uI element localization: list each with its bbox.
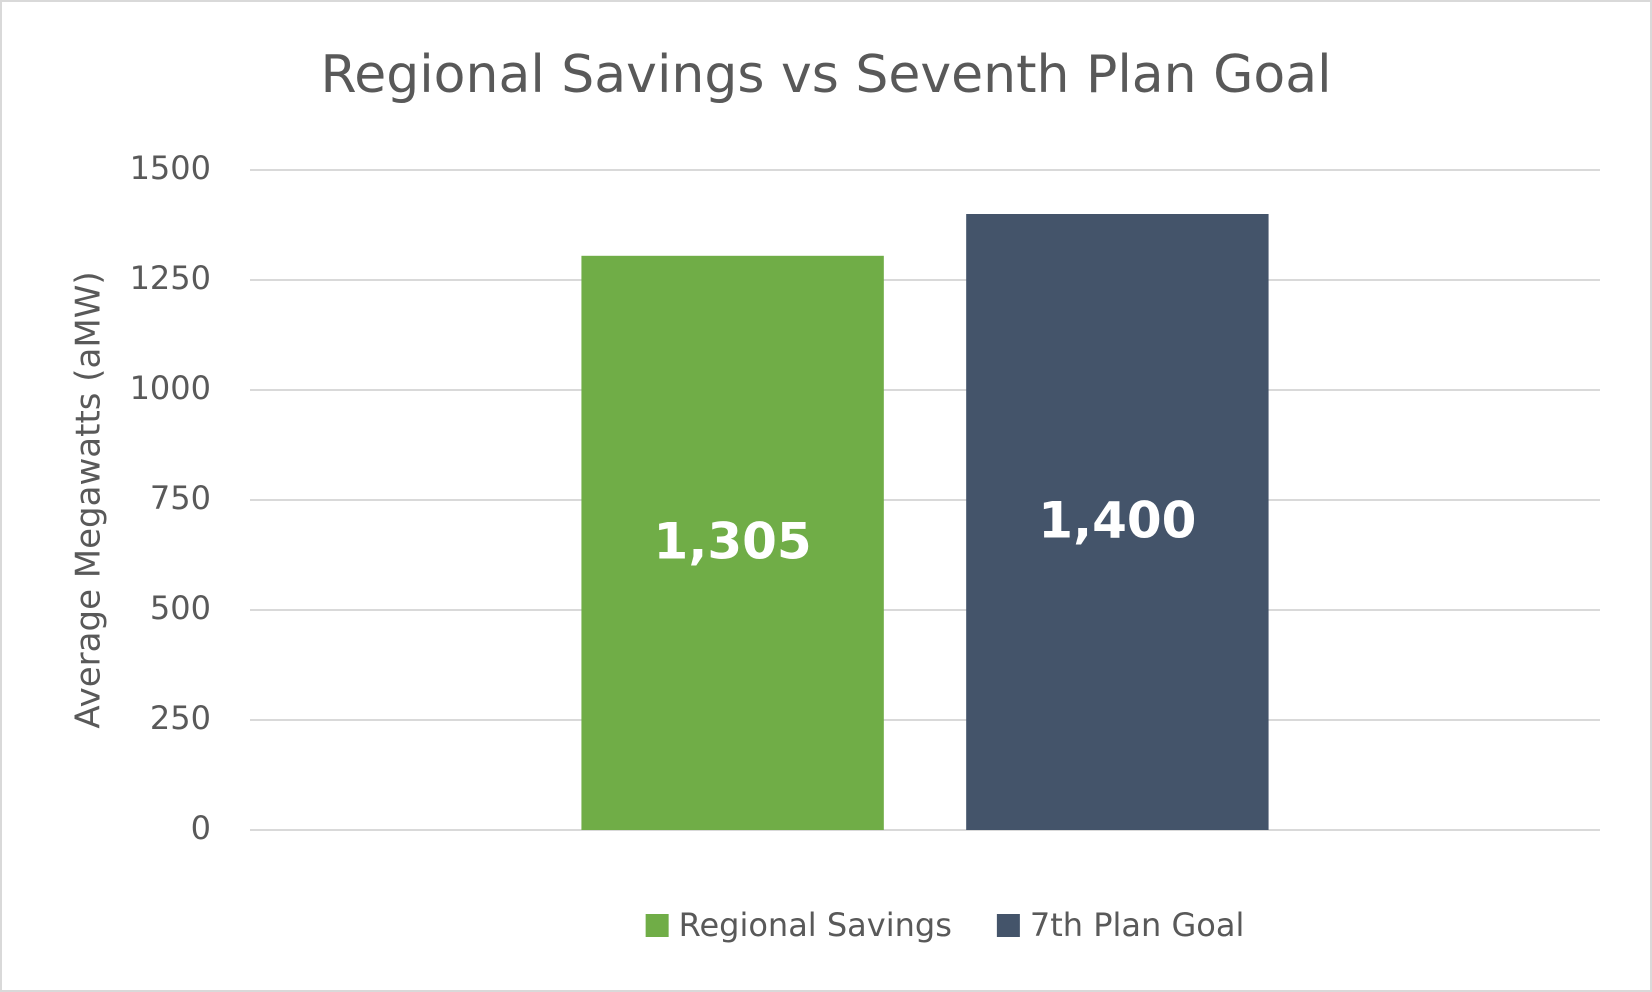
data-label: 1,305 [654,512,812,570]
data-label: 1,400 [1038,492,1196,550]
y-tick-label: 1000 [130,369,211,407]
legend-label: 7th Plan Goal [1030,906,1244,944]
y-tick-label: 750 [150,479,211,517]
y-tick-label: 1500 [130,149,211,187]
y-tick-label: 250 [150,699,211,737]
legend-swatch [996,914,1020,937]
legend-swatch [645,914,669,937]
y-tick-label: 0 [191,809,211,847]
chart-title: Regional Savings vs Seventh Plan Goal [320,45,1331,105]
legend-label: Regional Savings [679,906,952,944]
y-tick-label: 500 [150,589,211,627]
y-tick-label: 1250 [130,259,211,297]
y-axis-label: Average Megawatts (aMW) [69,271,109,728]
bar [966,214,1269,830]
bar [581,255,884,831]
